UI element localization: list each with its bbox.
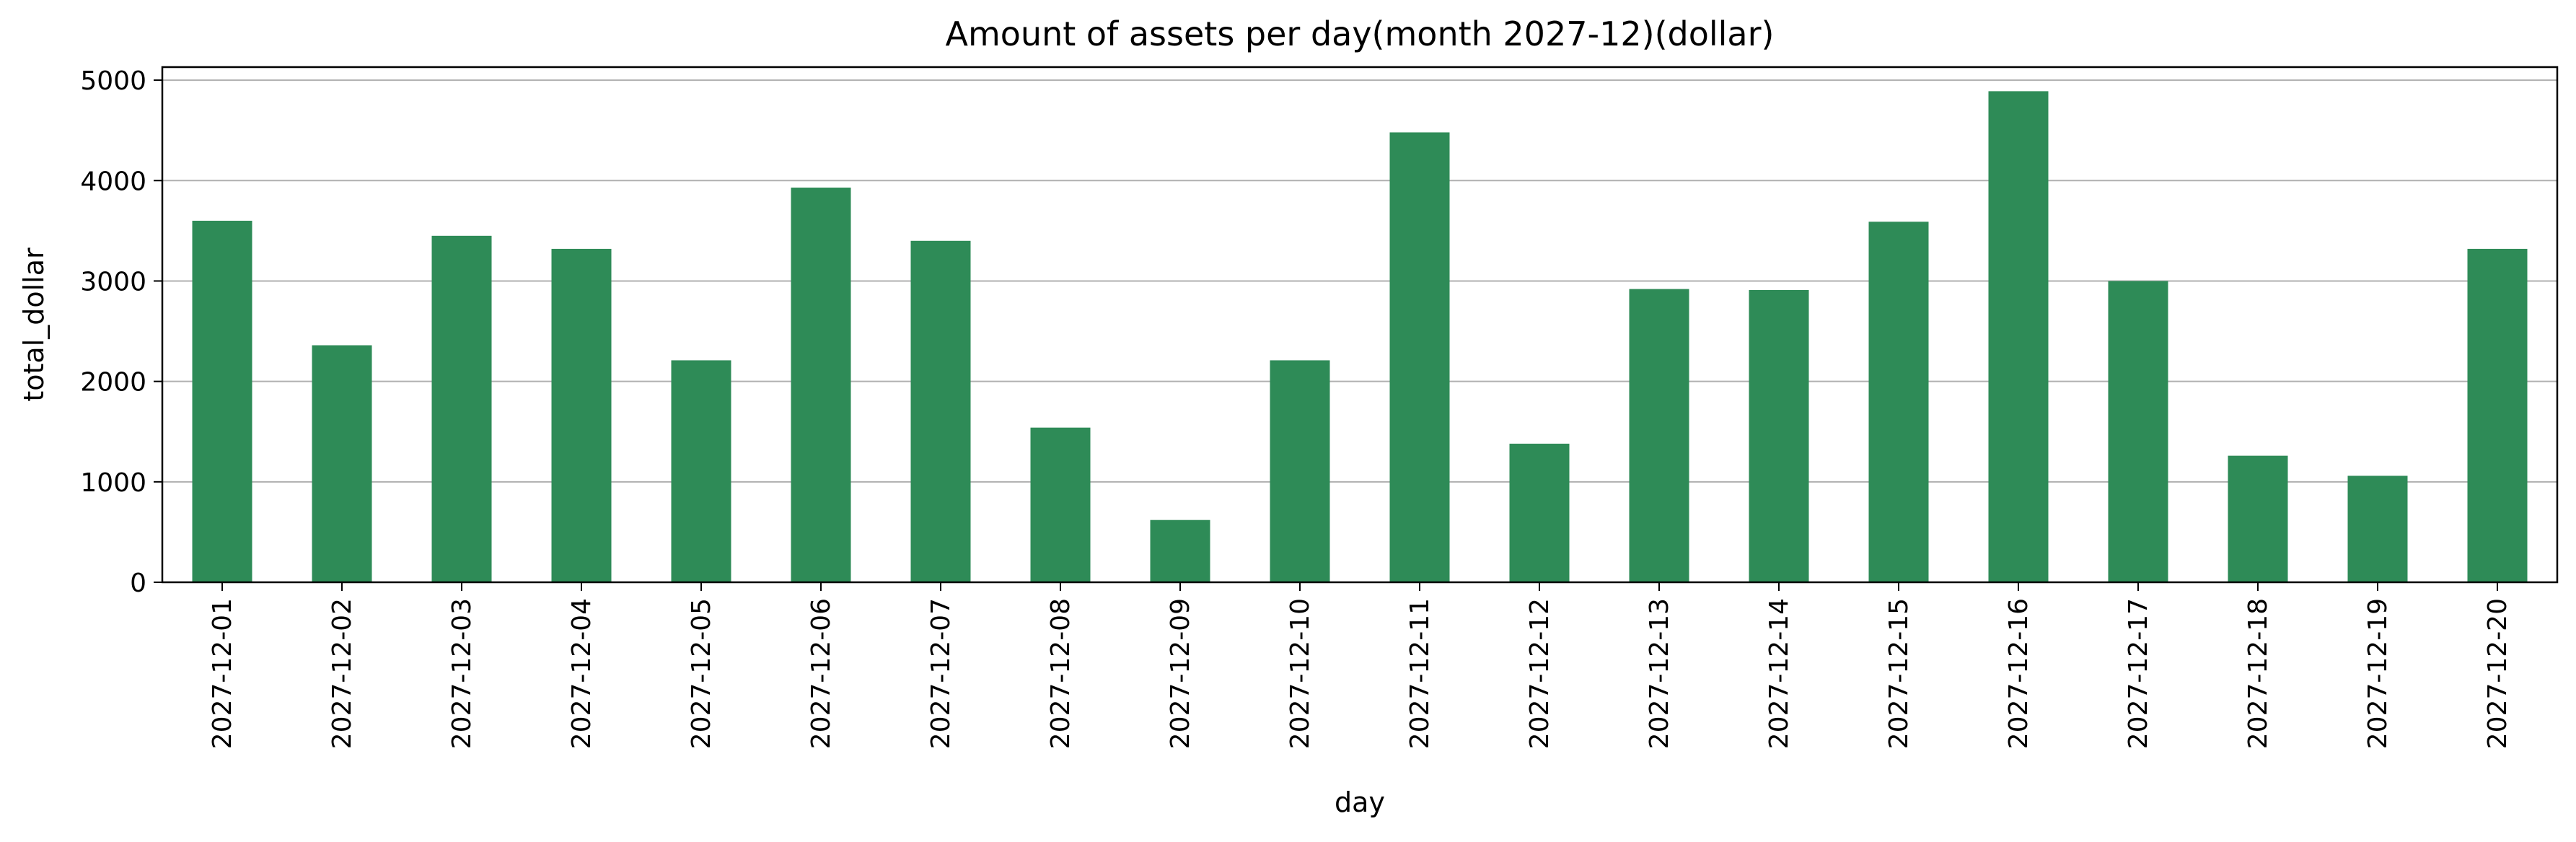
bar <box>1988 91 2049 583</box>
bar <box>431 235 492 582</box>
bar <box>1389 132 1450 582</box>
bar <box>2467 248 2528 582</box>
x-tick-label: 2027-12-04 <box>567 598 597 749</box>
x-tick-label: 2027-12-19 <box>2363 598 2393 749</box>
x-tick-label: 2027-12-01 <box>208 598 237 749</box>
x-tick-label: 2027-12-18 <box>2243 598 2273 749</box>
chart-title: Amount of assets per day(month 2027-12)(… <box>946 14 1775 53</box>
x-tick-label: 2027-12-10 <box>1285 598 1315 749</box>
bar <box>2228 455 2288 582</box>
bar <box>1749 289 1809 582</box>
y-tick-label: 3000 <box>80 267 146 297</box>
x-tick-label: 2027-12-07 <box>926 598 956 749</box>
bar <box>1868 222 1929 582</box>
x-axis-label: day <box>1335 786 1385 818</box>
bars <box>192 91 2528 583</box>
x-tick-label: 2027-12-02 <box>328 598 357 749</box>
x-tick-label: 2027-12-14 <box>1764 598 1794 749</box>
x-tick-label: 2027-12-16 <box>2004 598 2034 749</box>
x-tick-label: 2027-12-09 <box>1166 598 1195 749</box>
x-tick-label: 2027-12-11 <box>1405 598 1435 749</box>
x-tick-label: 2027-12-17 <box>2124 598 2153 749</box>
bar <box>551 248 612 582</box>
x-axis-ticks: 2027-12-01 2027-12-02 2027-12-03 2027-12-04… <box>208 582 2513 749</box>
x-tick-label: 2027-12-15 <box>1884 598 1914 749</box>
bar <box>1030 427 1091 582</box>
bar <box>2108 281 2168 582</box>
bar <box>2347 475 2408 582</box>
x-tick-label: 2027-12-12 <box>1525 598 1555 749</box>
bar <box>1629 289 1689 582</box>
bar <box>1509 443 1570 582</box>
x-tick-label: 2027-12-13 <box>1645 598 1674 749</box>
y-tick-label: 5000 <box>80 66 146 96</box>
bar <box>192 220 252 582</box>
bar <box>1150 519 1210 582</box>
y-tick-label: 4000 <box>80 167 146 196</box>
x-tick-label: 2027-12-05 <box>687 598 716 749</box>
bar <box>910 240 971 582</box>
y-tick-label: 1000 <box>80 468 146 498</box>
x-tick-label: 2027-12-20 <box>2483 598 2513 749</box>
y-gridlines <box>162 79 2557 483</box>
x-tick-label: 2027-12-03 <box>447 598 477 749</box>
y-tick-label: 0 <box>130 569 146 598</box>
x-tick-label: 2027-12-08 <box>1046 598 1076 749</box>
y-axis-label: total_dollar <box>18 247 50 402</box>
y-axis-ticks: 0 1000 2000 3000 4000 5000 <box>80 66 162 598</box>
bar <box>1270 360 1330 582</box>
bar <box>312 345 372 582</box>
y-tick-label: 2000 <box>80 368 146 398</box>
bar <box>671 360 731 582</box>
plot-frame <box>161 66 2559 584</box>
x-tick-label: 2027-12-06 <box>806 598 836 749</box>
bar <box>791 188 851 582</box>
